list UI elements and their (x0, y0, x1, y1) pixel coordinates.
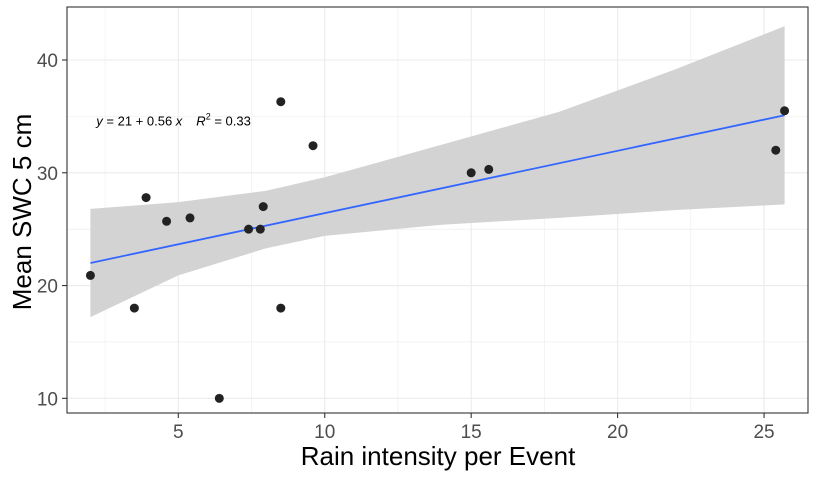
data-point (244, 224, 254, 234)
x-tick-label: 20 (607, 422, 628, 443)
r-squared-superscript: 2 (206, 111, 211, 121)
x-tick-label: 5 (173, 422, 184, 443)
data-point (141, 193, 151, 203)
regression-equation: y = 21 + 0.56 x R2 = 0.33 (95, 111, 251, 128)
data-point (780, 106, 790, 116)
x-axis-title: Rain intensity per Event (301, 441, 576, 471)
y-tick-label: 30 (37, 164, 58, 185)
data-point (484, 164, 494, 174)
y-axis-ticks: 10 20 30 40 (37, 51, 67, 410)
x-axis-ticks: 5 10 15 20 25 (173, 413, 775, 443)
y-tick-label: 20 (37, 277, 58, 298)
r-squared-value: = 0.33 (211, 113, 251, 128)
data-point (162, 216, 172, 226)
x-tick-label: 25 (753, 422, 774, 443)
data-point (255, 224, 265, 234)
y-tick-label: 10 (37, 389, 58, 410)
data-point (85, 270, 95, 280)
x-tick-label: 15 (461, 422, 482, 443)
data-point (771, 145, 781, 155)
data-point (276, 303, 286, 313)
equation-x-var: x (175, 113, 183, 128)
equation-y-var: y (95, 113, 104, 128)
data-point (276, 97, 286, 107)
data-point (466, 168, 476, 178)
regression-line (90, 114, 785, 264)
equation-body: = 21 + 0.56 (103, 113, 176, 128)
data-point (308, 141, 318, 151)
panel-border (66, 6, 809, 414)
data-points (85, 97, 790, 403)
data-point (129, 303, 139, 313)
confidence-band (90, 26, 785, 318)
r-squared-label: R (196, 113, 205, 128)
data-point (185, 213, 195, 223)
data-point (258, 202, 268, 212)
x-tick-label: 10 (314, 422, 335, 443)
data-point (214, 393, 224, 403)
y-axis-title: Mean SWC 5 cm (7, 114, 37, 311)
y-tick-label: 40 (37, 51, 58, 72)
